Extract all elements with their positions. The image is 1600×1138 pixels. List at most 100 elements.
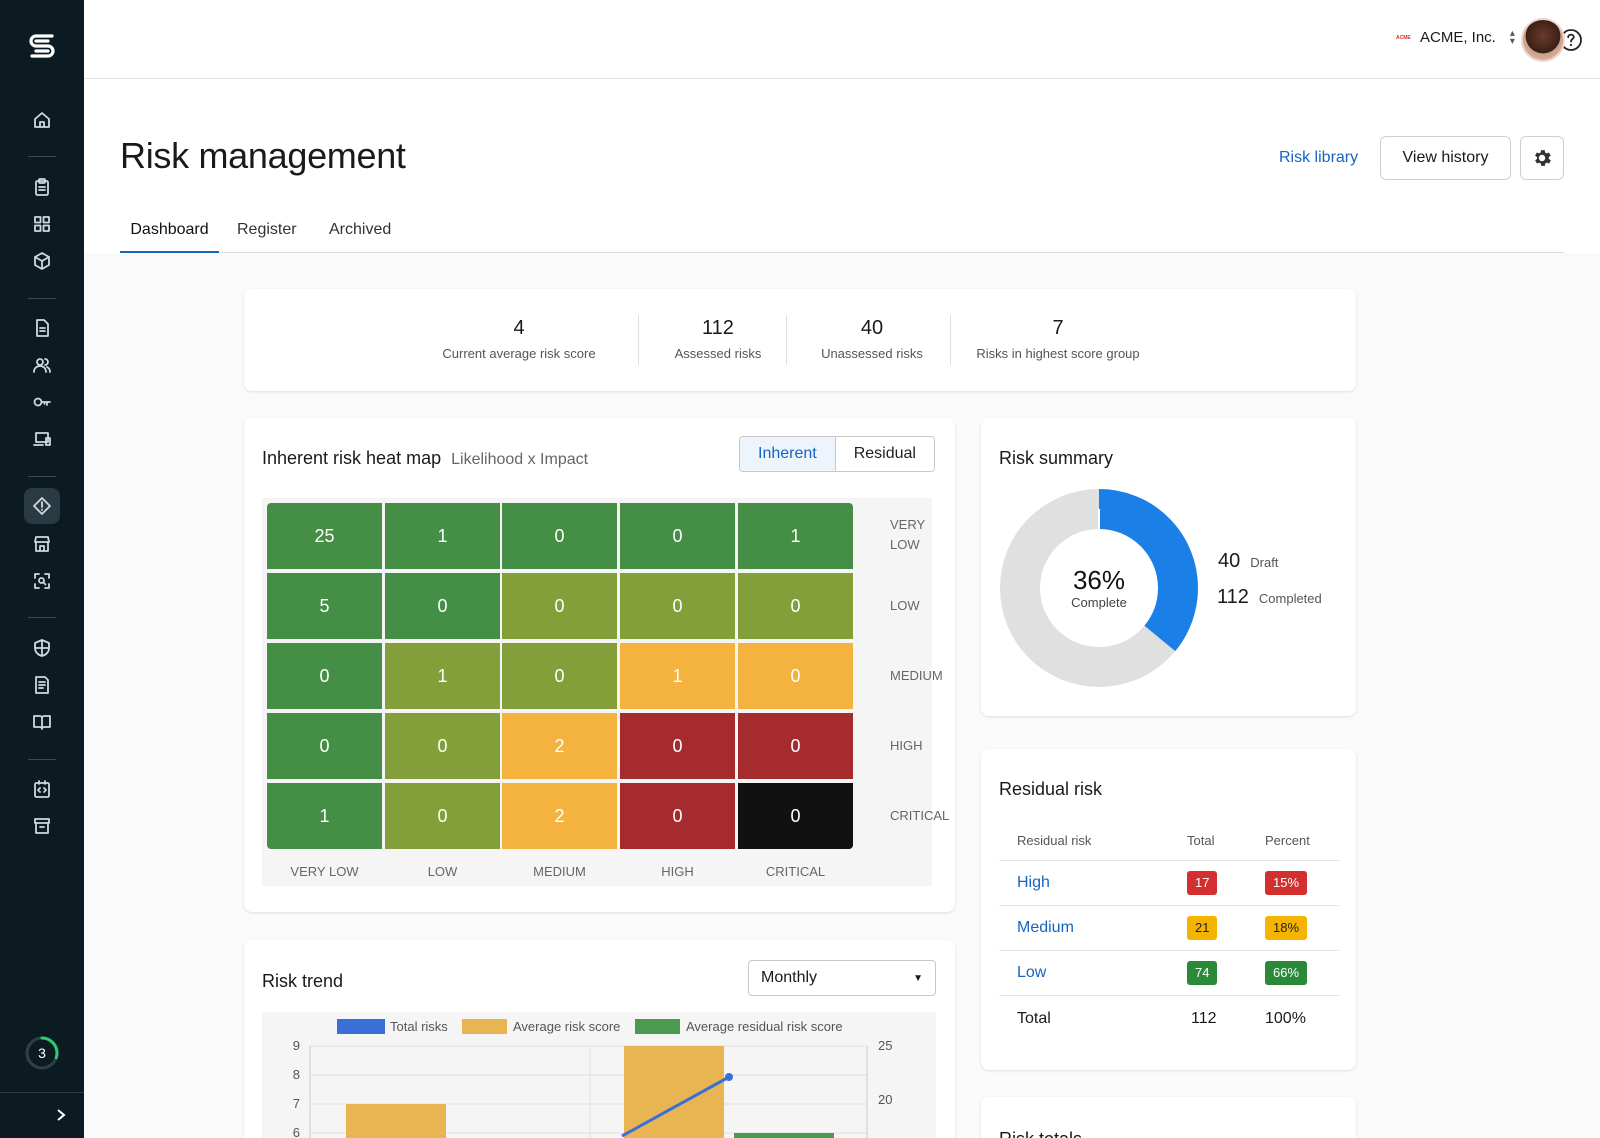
heatmap-cell[interactable]: 1 [385,503,500,569]
residual-risk-card: Residual risk Residual risk Total Percen… [981,749,1356,1070]
home-icon[interactable] [28,106,56,134]
heatmap-column-label: HIGH [661,864,694,879]
toggle-inherent[interactable]: Inherent [740,437,836,471]
archive-icon[interactable] [28,812,56,840]
devices-icon[interactable] [28,425,56,453]
tab-bar: Dashboard Register Archived [120,213,1564,253]
stat-label: Assessed risks [674,346,762,361]
heatmap-cell[interactable]: 0 [502,503,617,569]
user-avatar[interactable] [1521,18,1565,62]
risk-diamond-icon[interactable] [24,488,60,524]
table-row: Low 74 66% [999,951,1339,996]
heatmap-cell[interactable]: 0 [738,783,853,849]
policy-icon[interactable] [28,671,56,699]
view-history-button[interactable]: View history [1380,136,1511,180]
line-total-risks [621,1075,730,1138]
sidebar: 3 [0,0,84,1138]
heatmap-title: Inherent risk heat map [262,448,442,468]
table-row: Medium 21 18% [999,906,1339,951]
page-title: Risk management [120,135,406,176]
stat-value: 40 [860,317,884,339]
residual-risk-table: Residual risk Total Percent High 17 15% … [999,821,1339,1041]
heatmap-cell[interactable]: 0 [502,643,617,709]
clipboard-icon[interactable] [28,173,56,201]
y-right-tick: 25 [878,1038,892,1053]
chevron-updown-icon: ▴ ▾ [1509,27,1515,47]
heatmap-title-row: Inherent risk heat map Likelihood x Impac… [262,448,588,469]
heatmap-cell[interactable]: 0 [267,713,382,779]
heatmap-cell[interactable]: 0 [385,713,500,779]
legend-swatch-avg-residual [635,1019,680,1034]
org-logo: ACME [1396,34,1411,41]
heatmap-cell[interactable]: 0 [738,573,853,639]
tab-archived[interactable]: Archived [329,221,392,238]
legend-avg-score: Average risk score [513,1019,620,1034]
tab-dashboard[interactable]: Dashboard [120,213,219,253]
total-label: Total [1017,1009,1051,1027]
legend-total-risks: Total risks [390,1019,448,1034]
heatmap-cell[interactable]: 1 [620,643,735,709]
settings-button[interactable] [1520,136,1564,180]
heatmap-cell[interactable]: 0 [620,713,735,779]
key-icon[interactable] [28,388,56,416]
heatmap-cell[interactable]: 1 [738,503,853,569]
vendor-store-icon[interactable] [28,530,56,558]
heatmap-cell[interactable]: 25 [267,503,382,569]
donut-percent: 36% [1073,565,1125,595]
heatmap-cell[interactable]: 1 [267,783,382,849]
shield-icon[interactable] [28,634,56,662]
risk-summary-title: Risk summary [999,448,1114,468]
org-switcher[interactable]: ACME ACME, Inc. ▴ ▾ [1396,27,1515,47]
heatmap-cell[interactable]: 2 [502,713,617,779]
scan-search-icon[interactable] [28,567,56,595]
book-open-icon[interactable] [28,708,56,736]
legend-swatch-total-risks [337,1019,385,1034]
risk-trend-card: Risk trend Monthly ▼ Total risks Average… [244,940,955,1138]
onboarding-progress-ring[interactable]: 3 [24,1035,60,1071]
residual-level-link[interactable]: Medium [1017,919,1074,936]
app-logo[interactable] [24,28,60,64]
heatmap-cell[interactable]: 0 [738,643,853,709]
users-icon[interactable] [28,351,56,379]
heatmap-cell[interactable]: 0 [385,573,500,639]
heatmap-cell[interactable]: 0 [620,783,735,849]
residual-level-link[interactable]: Low [1017,964,1047,981]
column-header: Percent [1265,833,1310,848]
top-bar: ACME ACME, Inc. ▴ ▾ [84,0,1600,79]
stats-card: 4 Current average risk score 112 Assesse… [244,289,1356,391]
risk-library-link[interactable]: Risk library [1279,149,1359,166]
heatmap-cell[interactable]: 0 [620,573,735,639]
chevron-right-icon[interactable] [54,1108,68,1122]
cube-icon[interactable] [28,247,56,275]
code-file-icon[interactable] [28,775,56,803]
heatmap-row-label: VERY LOW [890,517,926,552]
period-select[interactable]: Monthly ▼ [748,960,936,996]
heatmap-cell[interactable]: 0 [385,783,500,849]
residual-level-link[interactable]: High [1017,874,1050,891]
heatmap-cell[interactable]: 5 [267,573,382,639]
residual-risk-title: Residual risk [999,779,1103,799]
period-select-value: Monthly [761,969,818,986]
trend-chart-svg: Total risks Average risk score Average r… [293,1019,892,1138]
total-badge: 17 [1187,871,1218,895]
bar-avg-score [624,1046,724,1138]
heatmap-column-label: MEDIUM [533,864,586,879]
heatmap-cell[interactable]: 1 [385,643,500,709]
stat-highest-group: 7 Risks in highest score group [956,317,1160,361]
apps-icon[interactable] [28,210,56,238]
risk-totals-title: Risk totals [999,1129,1082,1138]
heatmap-cell[interactable]: 0 [738,713,853,779]
heatmap-cell[interactable]: 0 [267,643,382,709]
heatmap-cell[interactable]: 0 [620,503,735,569]
heatmap-cell[interactable]: 0 [502,573,617,639]
risk-totals-card: Risk totals [981,1097,1356,1138]
toggle-residual[interactable]: Residual [835,437,934,471]
total-badge: 74 [1187,961,1218,985]
document-icon[interactable] [28,314,56,342]
stat-label: Current average risk score [442,346,596,361]
tab-register[interactable]: Register [237,221,297,238]
heatmap-cell[interactable]: 2 [502,783,617,849]
inherent-residual-toggle: Inherent Residual [739,436,935,472]
heatmap-column-label: CRITICAL [765,864,826,879]
heatmap-subtitle: Likelihood x Impact [451,451,589,468]
